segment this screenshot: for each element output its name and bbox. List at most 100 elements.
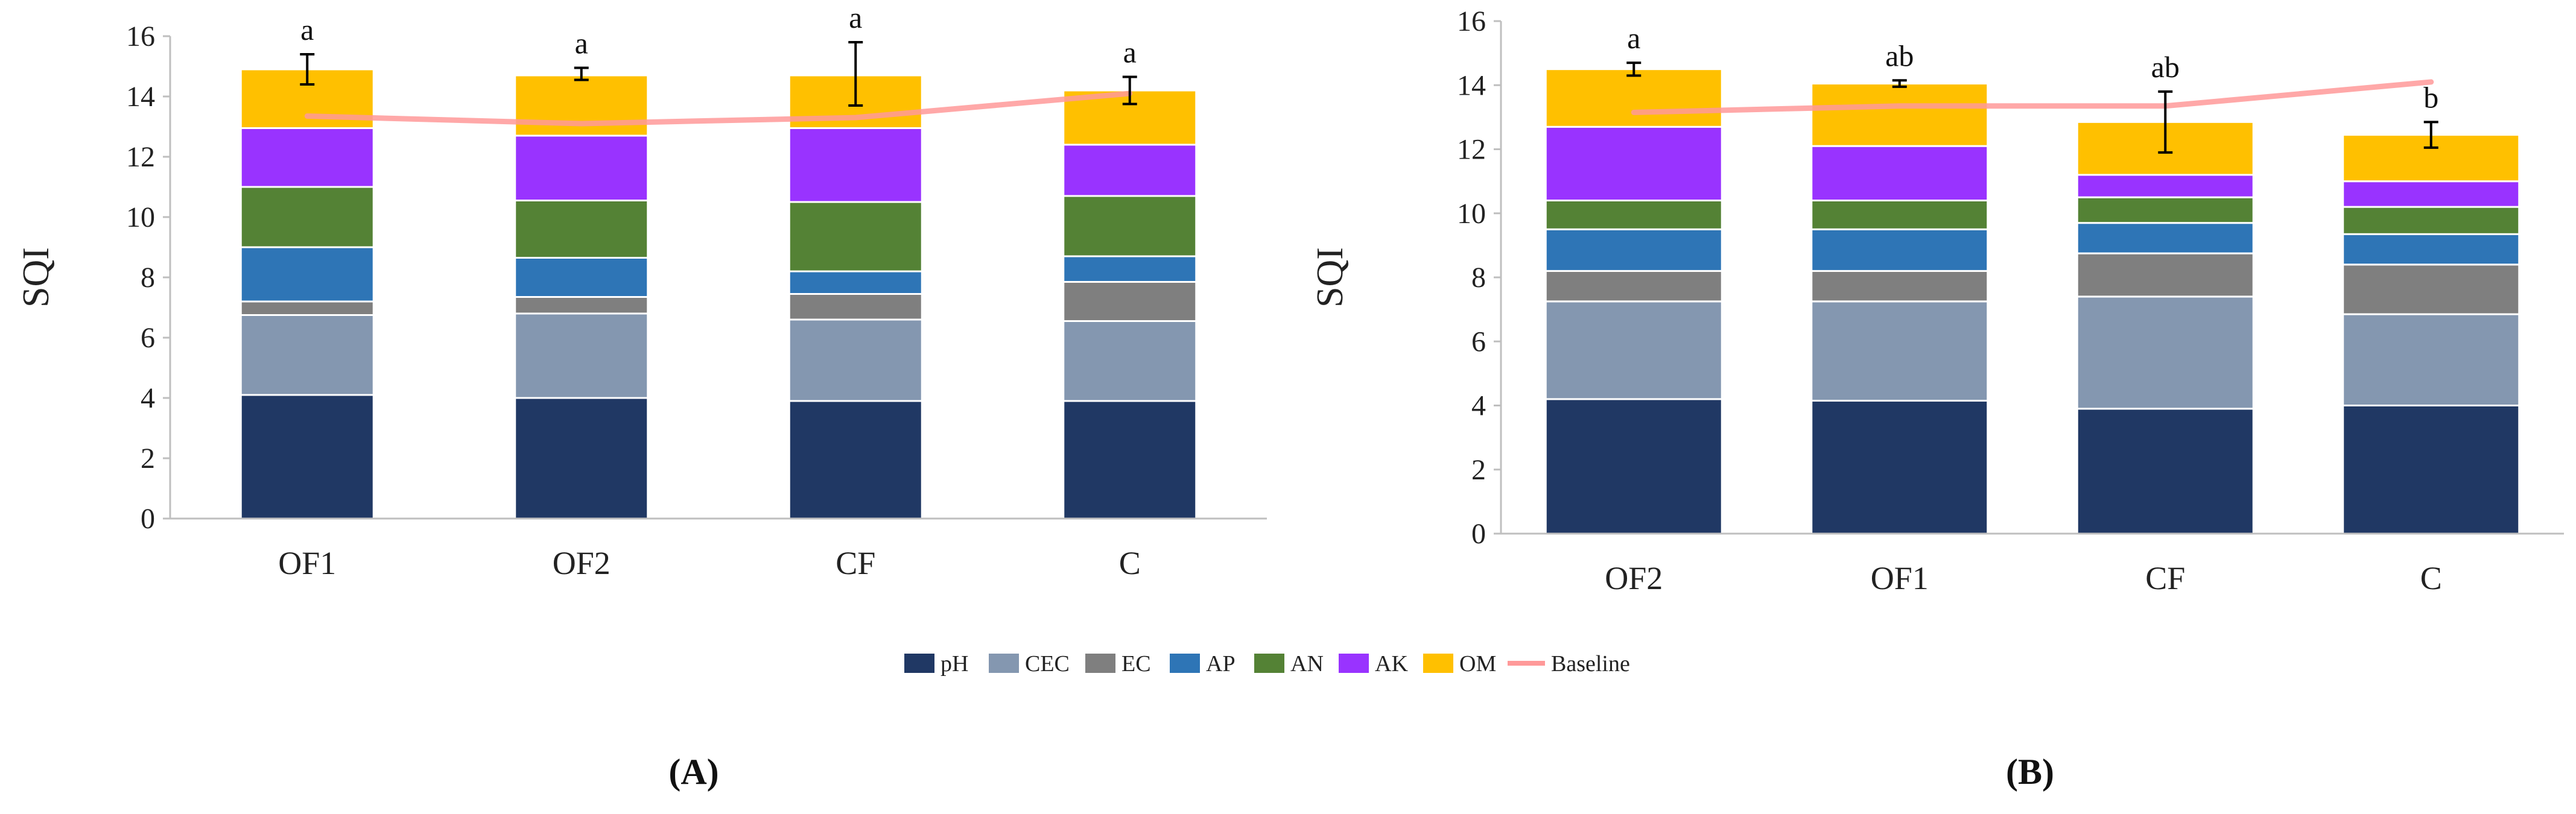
legend-item-ph: pH [904, 651, 968, 677]
panel-a-error-bar-cf [848, 41, 863, 107]
panel-b-bar-of2-cec [1544, 300, 1723, 400]
panel-a-bar-of1-ec [240, 300, 375, 316]
panel-b-bar-c-ec [2342, 263, 2520, 315]
panel-b-bar-of1-ak [1810, 145, 1989, 201]
panel-a-ytick-label: 14 [126, 81, 155, 113]
legend-swatch-ap [1170, 654, 1200, 673]
panel-a-bar-cf-an [788, 201, 923, 273]
panel-b-bar-of2-ph [1544, 398, 1723, 535]
panel-a-bar-cf-ph [788, 400, 923, 520]
panel-a-error-bar-of1 [300, 53, 315, 86]
panel-b-bar-c-an [2342, 206, 2520, 235]
legend-item-an: AN [1254, 651, 1324, 677]
panel-b-ytick-label: 16 [1457, 5, 1486, 37]
panel-b-bar-cf-ap [2076, 222, 2254, 254]
legend: pH CEC EC AP AN AK OM Baseline [904, 651, 1630, 677]
panel-a-bar-of1-an [240, 186, 375, 248]
legend-label-om: OM [1459, 651, 1496, 677]
panel-b-bar-cf-ak [2076, 174, 2254, 198]
legend-item-cec: CEC [989, 651, 1070, 677]
legend-label-ec: EC [1121, 651, 1151, 677]
legend-label-ap: AP [1206, 651, 1236, 677]
panel-b-ytick-label: 2 [1471, 454, 1486, 486]
panel-a-bar-of2-ec [514, 296, 649, 315]
panel-a-ytick-label: 8 [141, 262, 155, 294]
panel-b-bar-cf-ec [2076, 252, 2254, 298]
legend-item-baseline: Baseline [1508, 651, 1630, 677]
panel-b-bar-of1-ph [1810, 400, 1989, 535]
panel-b-ytick-label: 8 [1471, 262, 1486, 294]
legend-label-an: AN [1290, 651, 1324, 677]
panel-b-error-bar-c [2423, 121, 2438, 149]
panel-b-bar-of1-om [1810, 83, 1989, 147]
legend-item-ap: AP [1170, 651, 1236, 677]
legend-item-ec: EC [1085, 651, 1151, 677]
panel-b: SQI 0 2 4 6 8 10 12 14 16 OF2 OF1 CF Ca ab ab b [1310, 5, 2564, 596]
panel-b-bar-of1-an [1810, 200, 1989, 230]
panel-b-bar-c-ap [2342, 233, 2520, 266]
panel-b-bar-of2-an [1544, 200, 1723, 230]
panel-b-bar-of2-om [1544, 68, 1723, 128]
panel-a-ytick-label: 4 [141, 382, 155, 414]
panel-a-bar-c-ap [1062, 255, 1198, 283]
legend-label-baseline: Baseline [1551, 651, 1630, 677]
panel-a-bar-c-an [1062, 195, 1198, 257]
panel-b-bar-cf-ph [2076, 408, 2254, 535]
panel-a-bar-of1-ph [240, 394, 375, 520]
legend-label-ak: AK [1375, 651, 1408, 677]
panel-a-bar-cf-cec [788, 318, 923, 402]
panel-a-baseline-line [304, 90, 1133, 127]
panel-a-ytick-label: 10 [126, 201, 155, 233]
panel-b-error-bar-of2 [1626, 62, 1642, 77]
legend-label-cec: CEC [1025, 651, 1070, 677]
panel-b-ytick-label: 4 [1471, 390, 1486, 422]
panel-a-bar-of2-ap [514, 257, 649, 298]
panel-b-error-bar-of1 [1892, 79, 1907, 88]
legend-swatch-ec [1085, 654, 1115, 673]
panel-a-error-bar-c [1122, 75, 1137, 106]
panel-a-bar-of1-ap [240, 246, 375, 303]
panel-b-bar-cf-an [2076, 196, 2254, 224]
panel-b-ytick-label: 0 [1471, 518, 1486, 550]
panel-a-category-label: OF1 [278, 545, 336, 581]
panel-a-bar-of2-ph [514, 397, 649, 520]
legend-swatch-ak [1339, 654, 1369, 673]
panel-a-bar-of2-om [514, 74, 649, 137]
panel-a-ytick-label: 12 [126, 141, 155, 173]
panel-b-ylabel: SQI [1310, 247, 1351, 308]
panel-b-error-bar-cf [2158, 90, 2173, 154]
panel-a-bar-of1-cec [240, 314, 375, 396]
legend-item-om: OM [1423, 651, 1496, 677]
panel-b-ytick-label: 10 [1457, 198, 1486, 230]
legend-swatch-om [1423, 654, 1453, 673]
panel-a-category-label: C [1119, 545, 1141, 581]
panel-a-significance-label: a [849, 1, 862, 34]
panel-a-ytick-label: 0 [141, 503, 155, 535]
panel-a-significance-label: a [1123, 36, 1137, 69]
panel-a-ytick-label: 16 [126, 21, 155, 52]
panel-label-a: (A) [668, 752, 719, 792]
panel-b-bar-c-ph [2342, 405, 2520, 535]
panel-label-b: (B) [2006, 752, 2054, 792]
panel-a-bar-cf-ec [788, 293, 923, 321]
panel-b-baseline-line [1631, 79, 2434, 115]
panel-b-bar-of2-ap [1544, 228, 1723, 272]
panel-b-bar-of2-ak [1544, 125, 1723, 201]
panel-b-significance-label: a [1627, 21, 1640, 55]
panel-a-ytick-label: 6 [141, 322, 155, 354]
legend-item-ak: AK [1339, 651, 1408, 677]
panel-b-ytick-label: 6 [1471, 326, 1486, 358]
panel-a-significance-label: a [300, 13, 314, 46]
panel-a-error-bar-of2 [574, 66, 589, 81]
panel-b-ytick-label: 12 [1457, 134, 1486, 166]
panel-b-bar-of1-ec [1810, 270, 1989, 303]
panel-b-category-label: C [2420, 560, 2442, 596]
panel-b-significance-label: ab [1885, 39, 1914, 72]
panel-a-bar-of2-cec [514, 312, 649, 399]
panel-a-category-label: OF2 [553, 545, 611, 581]
panel-b-bar-of1-ap [1810, 228, 1989, 272]
panel-b-significance-label: b [2423, 80, 2438, 114]
legend-swatch-cec [989, 654, 1019, 673]
panel-b-category-label: OF1 [1871, 560, 1929, 596]
